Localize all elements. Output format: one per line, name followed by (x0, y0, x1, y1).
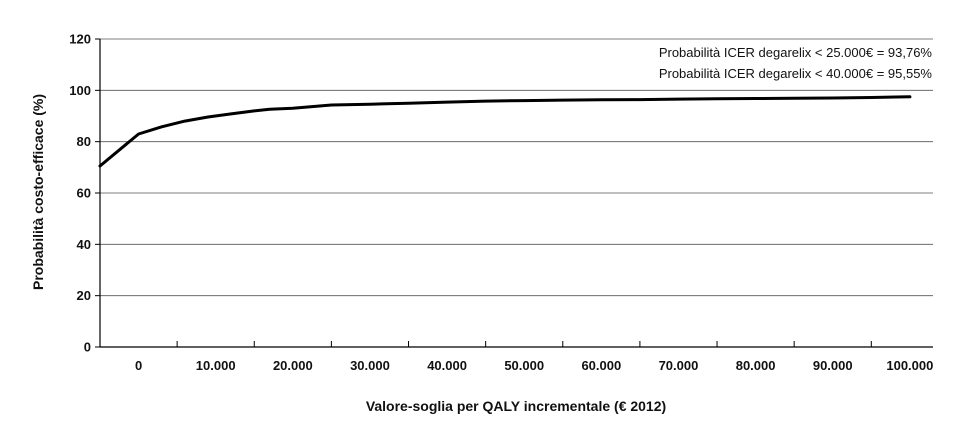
y-tick-label-100: 100 (69, 83, 91, 98)
x-tick-label-0: 0 (135, 358, 142, 373)
x-tick-label-60000: 60.000 (581, 358, 621, 373)
x-tick-label-80000: 80.000 (736, 358, 776, 373)
y-tick-label-80: 80 (77, 134, 91, 149)
x-tick-label-90000: 90.000 (813, 358, 853, 373)
y-tick-label-120: 120 (69, 32, 91, 47)
y-tick-label-20: 20 (77, 288, 91, 303)
x-tick-label-40000: 40.000 (427, 358, 467, 373)
y-tick-label-0: 0 (84, 340, 91, 355)
ticks: 0 20 40 60 80 100 120 0 10.000 20.000 30.000 40.000… (69, 32, 933, 374)
annotation-icer-25000: Probabilità ICER degarelix < 25.000€ = 9… (659, 45, 933, 60)
x-tick-label-30000: 30.000 (350, 358, 390, 373)
x-tick-label-100000: 100.000 (886, 358, 933, 373)
y-tick-label-40: 40 (77, 237, 91, 252)
gridlines (100, 38, 933, 297)
x-axis-title: Valore-soglia per QALY incrementale (€ 2… (366, 398, 666, 414)
x-tick-label-50000: 50.000 (504, 358, 544, 373)
series (98, 95, 912, 168)
y-tick-label-60: 60 (77, 186, 91, 201)
annotations: Probabilità ICER degarelix < 25.000€ = 9… (659, 45, 933, 81)
y-axis-title: Probabilità costo-efficace (%) (30, 94, 46, 290)
series-line-0 (98, 95, 912, 168)
x-tick-label-70000: 70.000 (659, 358, 699, 373)
annotation-icer-40000: Probabilità ICER degarelix < 40.000€ = 9… (659, 66, 933, 81)
x-tick-label-20000: 20.000 (273, 358, 313, 373)
x-tick-label-10000: 10.000 (196, 358, 236, 373)
